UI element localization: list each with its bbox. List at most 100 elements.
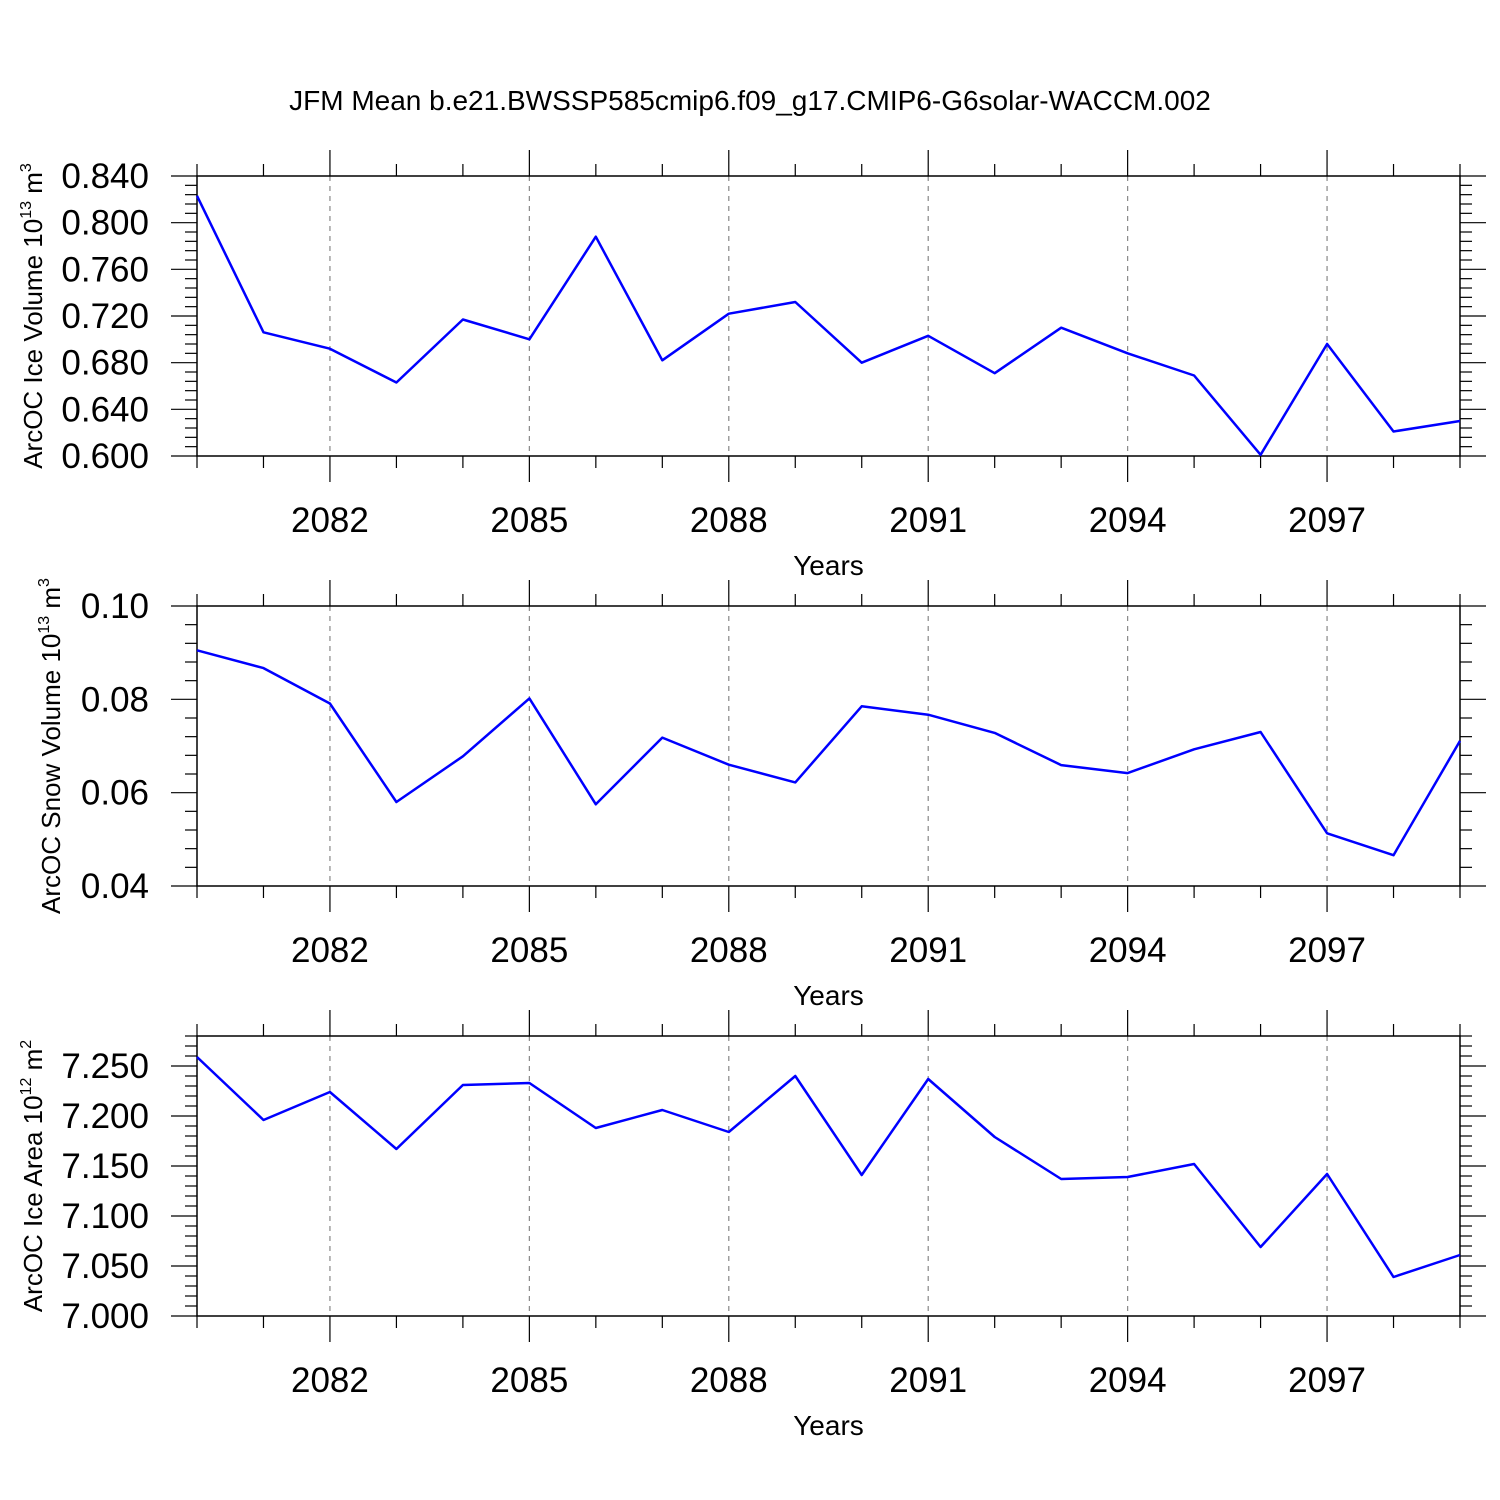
y-tick-label: 7.150 xyxy=(61,1147,149,1186)
data-point xyxy=(1059,326,1063,330)
data-point xyxy=(1192,374,1196,378)
data-point xyxy=(328,347,332,351)
data-point xyxy=(1126,351,1130,355)
data-point xyxy=(793,300,797,304)
data-point xyxy=(926,1077,930,1081)
y-axis-label-unit: m xyxy=(18,172,48,201)
y-axis-label: ArcOC Ice Volume 1013 m3 xyxy=(18,163,48,469)
y-tick-label: 0.06 xyxy=(81,774,149,813)
data-point xyxy=(660,1108,664,1112)
data-point xyxy=(1325,831,1329,835)
data-point xyxy=(1458,739,1462,743)
data-point xyxy=(1059,763,1063,767)
y-tick-label: 0.600 xyxy=(61,437,149,476)
data-point xyxy=(1259,453,1263,457)
plot-frame xyxy=(196,1035,1461,1317)
data-point xyxy=(727,312,731,316)
y-tick-label: 7.050 xyxy=(61,1247,149,1286)
y-axis-label-unit: m xyxy=(36,587,66,616)
data-point xyxy=(195,648,199,652)
y-axis-label-text: ArcOC Ice Area 10 xyxy=(18,1095,48,1312)
y-tick-label: 0.04 xyxy=(81,867,149,906)
x-axis-label: Years xyxy=(793,980,864,1011)
y-axis-label-exponent: 13 xyxy=(18,201,35,219)
y-tick-label: 0.680 xyxy=(61,344,149,383)
data-point xyxy=(860,704,864,708)
data-point xyxy=(261,1118,265,1122)
data-point xyxy=(394,381,398,385)
data-point xyxy=(1126,1175,1130,1179)
x-tick-label: 2097 xyxy=(1288,501,1366,540)
y-axis-label-exponent: 13 xyxy=(36,616,53,634)
data-point xyxy=(993,371,997,375)
x-tick-label: 2091 xyxy=(889,1361,967,1400)
y-axis-label: ArcOC Snow Volume 1013 m3 xyxy=(36,578,66,914)
x-tick-label: 2097 xyxy=(1288,1361,1366,1400)
series-line xyxy=(195,195,1461,457)
data-point xyxy=(1259,1245,1263,1249)
data-point xyxy=(860,361,864,365)
data-point xyxy=(1059,1177,1063,1181)
x-axis-label: Years xyxy=(793,1410,864,1441)
y-axis-label: ArcOC Ice Area 1012 m2 xyxy=(18,1040,48,1312)
data-point xyxy=(1458,1253,1462,1257)
data-point xyxy=(261,666,265,670)
y-tick-label: 0.840 xyxy=(61,157,149,196)
data-point xyxy=(860,1173,864,1177)
y-tick-label: 0.08 xyxy=(81,680,149,719)
x-tick-label: 2085 xyxy=(490,931,568,970)
data-point xyxy=(195,194,199,198)
y-axis-label-unit-exponent: 3 xyxy=(36,578,53,587)
y-axis-label-unit-exponent: 2 xyxy=(18,1040,35,1049)
x-axis-label: Years xyxy=(793,550,864,581)
data-point xyxy=(1325,1172,1329,1176)
figure-title: JFM Mean b.e21.BWSSP585cmip6.f09_g17.CMI… xyxy=(289,85,1211,116)
data-point xyxy=(993,731,997,735)
y-tick-label: 7.200 xyxy=(61,1097,149,1136)
y-axis-label-exponent: 12 xyxy=(18,1078,35,1096)
x-tick-label: 2094 xyxy=(1089,931,1167,970)
data-point xyxy=(926,334,930,338)
plot-frame xyxy=(196,605,1461,887)
x-tick-label: 2088 xyxy=(690,501,768,540)
data-point xyxy=(527,1081,531,1085)
data-point xyxy=(1126,771,1130,775)
x-tick-label: 2091 xyxy=(889,501,967,540)
chart-panel-1: 2082 2085 2088 2091 2094 2097 0.600 0.640 0.680 0… xyxy=(18,150,1486,581)
data-point xyxy=(328,702,332,706)
x-tick-label: 2085 xyxy=(490,501,568,540)
data-point xyxy=(727,763,731,767)
x-tick-label: 2091 xyxy=(889,931,967,970)
panels: 2082 2085 2088 2091 2094 2097 0.600 0.640 0.680 0… xyxy=(18,150,1486,1441)
y-axis-label-unit-exponent: 3 xyxy=(18,163,35,172)
data-point xyxy=(594,802,598,806)
series-line xyxy=(196,1056,1461,1279)
y-tick-label: 0.800 xyxy=(61,204,149,243)
x-tick-label: 2094 xyxy=(1089,1361,1167,1400)
data-point xyxy=(394,800,398,804)
x-tick-label: 2082 xyxy=(291,501,369,540)
data-point xyxy=(660,358,664,362)
data-point xyxy=(926,713,930,717)
chart-panel-3: 2082 2085 2088 2091 2094 2097 7.000 7.050 7.100 7… xyxy=(18,1010,1486,1441)
x-tick-label: 2088 xyxy=(690,931,768,970)
data-point xyxy=(594,235,598,239)
y-tick-label: 0.640 xyxy=(61,390,149,429)
y-axis-label-unit: m xyxy=(18,1049,48,1078)
x-tick-label: 2088 xyxy=(690,1361,768,1400)
y-tick-label: 0.10 xyxy=(81,587,149,626)
x-tick-label: 2097 xyxy=(1288,931,1366,970)
data-point xyxy=(993,1135,997,1139)
y-tick-label: 0.720 xyxy=(61,297,149,336)
data-point xyxy=(461,754,465,758)
x-tick-label: 2085 xyxy=(490,1361,568,1400)
x-tick-label: 2082 xyxy=(291,1361,369,1400)
data-point xyxy=(1392,853,1396,857)
plot-frame xyxy=(196,175,1461,457)
data-point xyxy=(394,1147,398,1151)
data-point xyxy=(793,1074,797,1078)
data-point xyxy=(793,780,797,784)
data-point xyxy=(660,736,664,740)
series-line xyxy=(196,649,1462,857)
